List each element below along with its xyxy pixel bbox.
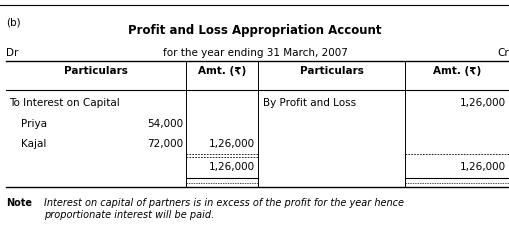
Text: 1,26,000: 1,26,000: [460, 161, 505, 171]
Text: To Interest on Capital: To Interest on Capital: [9, 98, 119, 108]
Text: By Profit and Loss: By Profit and Loss: [262, 98, 355, 108]
Text: 1,26,000: 1,26,000: [460, 98, 505, 108]
Text: 1,26,000: 1,26,000: [209, 161, 254, 171]
Text: Priya: Priya: [21, 118, 47, 128]
Text: for the year ending 31 March, 2007: for the year ending 31 March, 2007: [162, 48, 347, 58]
Text: 1,26,000: 1,26,000: [209, 138, 254, 148]
Text: Profit and Loss Appropriation Account: Profit and Loss Appropriation Account: [128, 24, 381, 37]
Text: Interest on capital of partners is in excess of the profit for the year hence
pr: Interest on capital of partners is in ex…: [44, 197, 404, 219]
Text: 54,000: 54,000: [147, 118, 183, 128]
Text: Note: Note: [6, 197, 32, 207]
Text: Particulars: Particulars: [64, 66, 128, 76]
Text: 72,000: 72,000: [147, 138, 183, 148]
Text: Cr: Cr: [496, 48, 508, 58]
Text: Particulars: Particulars: [299, 66, 363, 76]
Text: Dr: Dr: [6, 48, 18, 58]
Text: Amt. (₹): Amt. (₹): [197, 66, 245, 76]
Text: Kajal: Kajal: [21, 138, 47, 148]
Text: Amt. (₹): Amt. (₹): [432, 66, 480, 76]
Text: (b): (b): [6, 17, 21, 27]
